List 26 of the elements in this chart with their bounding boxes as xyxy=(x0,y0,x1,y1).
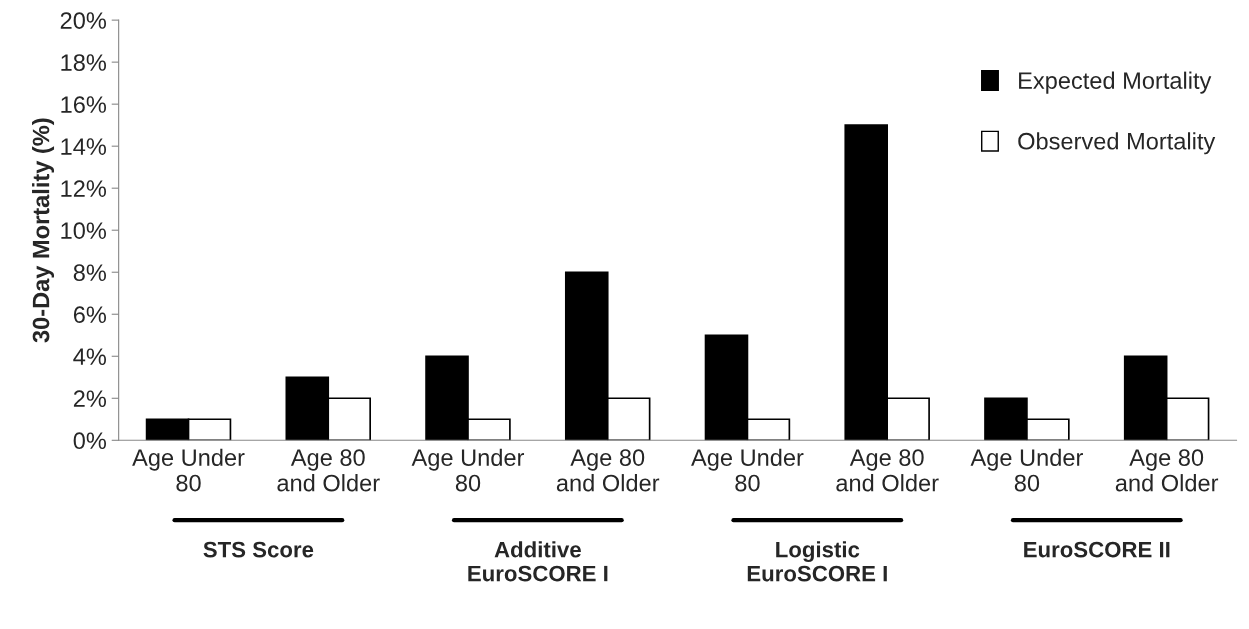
y-tick-label: 20% xyxy=(60,12,107,29)
y-tick-label: 0% xyxy=(73,432,107,450)
legend-label: Observed Mortality xyxy=(1018,132,1216,155)
y-axis-title: 30-Day Mortality (%) xyxy=(32,118,55,343)
x-tick-label: Age 80 and Older xyxy=(556,449,660,492)
x-tick-label: Age Under 80 xyxy=(691,448,804,492)
x-tick-label: Age Under 80 xyxy=(132,448,245,492)
x-tick-label: Age Under 80 xyxy=(411,448,525,492)
y-tick-label: 16% xyxy=(61,96,107,113)
y-tick-label: 8% xyxy=(73,264,107,282)
y-tick-label: 18% xyxy=(61,54,107,71)
text: Logistic EuroSCORE I xyxy=(747,541,887,582)
x-tick-label: Age 80 and Older xyxy=(836,449,939,492)
x-tick-label: Age Under 80 xyxy=(970,448,1083,492)
y-tick-label: 4% xyxy=(73,348,107,365)
text: Additive EuroSCORE I xyxy=(468,541,608,582)
x-tick-label: Age 80 and Older xyxy=(1115,449,1219,492)
text: STS Score xyxy=(203,541,314,558)
x-tick-label: Age 80 and Older xyxy=(277,449,380,492)
y-tick-label: 2% xyxy=(73,390,107,407)
y-tick-label: 14% xyxy=(61,138,107,155)
text: EuroSCORE II xyxy=(1024,541,1170,558)
y-tick-label: 10% xyxy=(61,222,107,239)
y-tick-label: 12% xyxy=(61,180,107,197)
legend-label: Expected Mortality xyxy=(1019,71,1212,94)
y-tick-label: 6% xyxy=(73,306,107,324)
